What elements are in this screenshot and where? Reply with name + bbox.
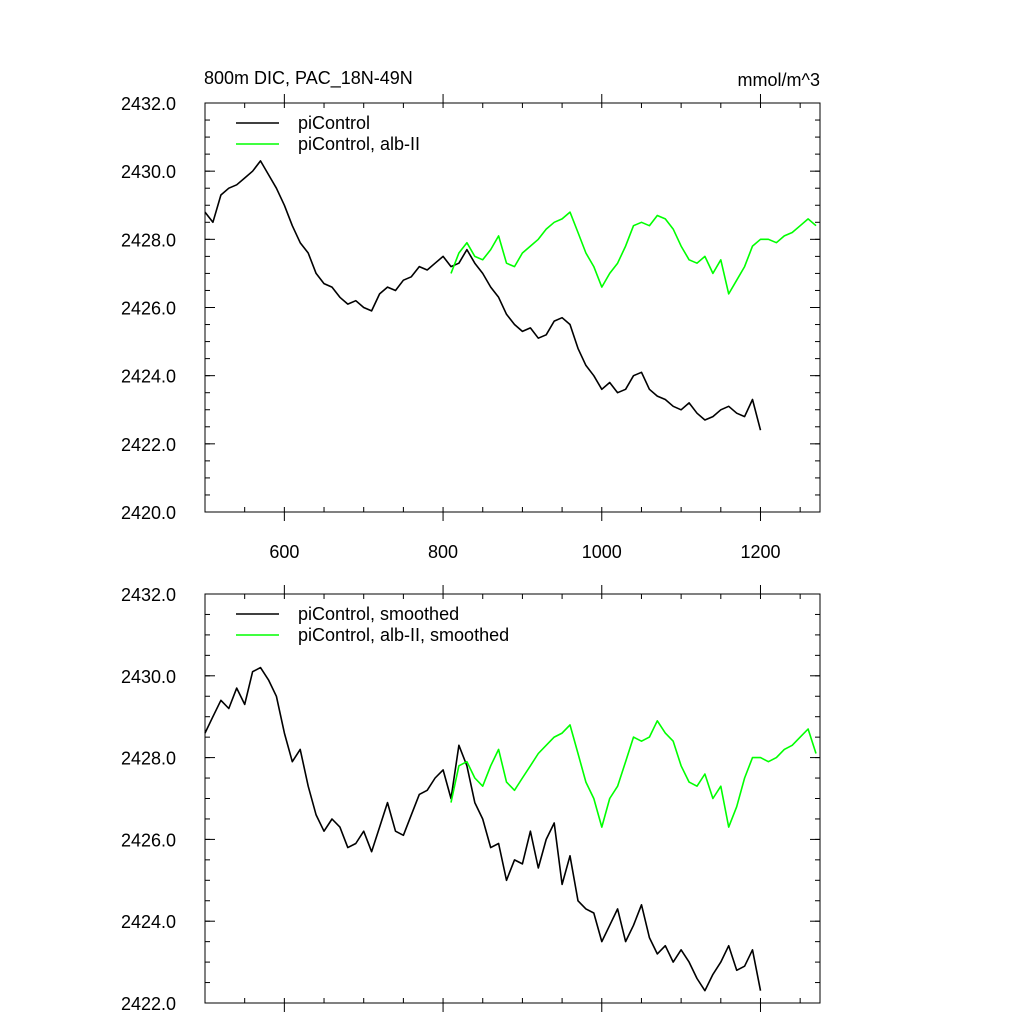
series-line-alb-ii — [450, 719, 817, 828]
x-tick-label: 600 — [269, 542, 299, 562]
y-tick-label: 2424.0 — [121, 912, 176, 932]
y-tick-label: 2422.0 — [121, 994, 176, 1014]
series-line-alb-ii — [450, 211, 817, 295]
y-tick-label: 2430.0 — [121, 667, 176, 687]
y-tick-label: 2432.0 — [121, 94, 176, 114]
plot-frame — [204, 593, 821, 1004]
legend-label: piControl, alb-II, smoothed — [298, 625, 509, 645]
y-tick-label: 2432.0 — [121, 585, 176, 605]
figure-units: mmol/m^3 — [738, 70, 820, 90]
legend-label: piControl — [298, 113, 370, 133]
x-tick-label: 800 — [428, 542, 458, 562]
y-tick-label: 2430.0 — [121, 162, 176, 182]
figure-title: 800m DIC, PAC_18N-49N — [204, 68, 413, 89]
series-line-picontrol — [204, 160, 762, 431]
y-tick-label: 2428.0 — [121, 230, 176, 250]
x-tick-label: 1200 — [740, 542, 780, 562]
plot-frame — [204, 102, 821, 513]
series-line-picontrol — [204, 666, 762, 992]
bottom-panel: 2422.0 2424.0 2426.0 2428.0 2430.0 2432.0 piCo… — [121, 585, 821, 1014]
y-tick-label: 2426.0 — [121, 830, 176, 850]
y-tick-label: 2422.0 — [121, 435, 176, 455]
x-tick-label: 1000 — [582, 542, 622, 562]
y-tick-label: 2428.0 — [121, 749, 176, 769]
legend-label: piControl, alb-II — [298, 134, 420, 154]
y-tick-label: 2420.0 — [121, 503, 176, 523]
y-tick-label: 2426.0 — [121, 299, 176, 319]
legend-label: piControl, smoothed — [298, 604, 459, 624]
top-panel: 2420.0 2422.0 2424.0 2426.0 2428.0 2430.0 2432… — [121, 94, 821, 562]
y-tick-label: 2424.0 — [121, 367, 176, 387]
